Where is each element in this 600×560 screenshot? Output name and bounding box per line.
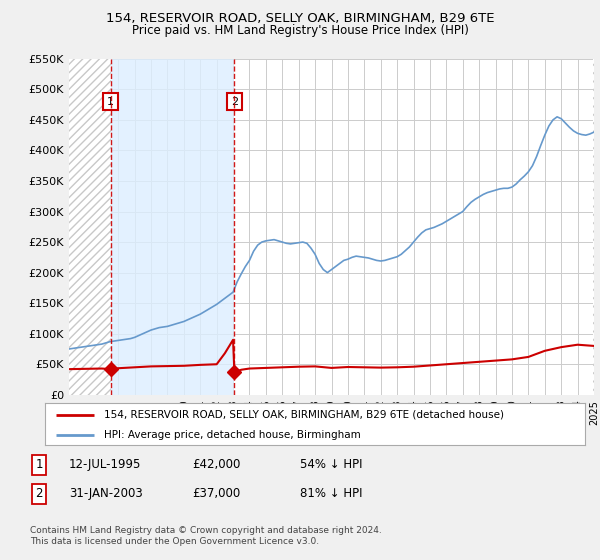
Text: 54% ↓ HPI: 54% ↓ HPI xyxy=(300,458,362,472)
Text: £37,000: £37,000 xyxy=(192,487,240,501)
Text: 154, RESERVOIR ROAD, SELLY OAK, BIRMINGHAM, B29 6TE (detached house): 154, RESERVOIR ROAD, SELLY OAK, BIRMINGH… xyxy=(104,410,505,420)
Text: Price paid vs. HM Land Registry's House Price Index (HPI): Price paid vs. HM Land Registry's House … xyxy=(131,24,469,37)
Text: 1: 1 xyxy=(35,458,43,472)
Bar xyxy=(110,59,235,395)
Text: 81% ↓ HPI: 81% ↓ HPI xyxy=(300,487,362,501)
Text: 12-JUL-1995: 12-JUL-1995 xyxy=(69,458,142,472)
Text: 31-JAN-2003: 31-JAN-2003 xyxy=(69,487,143,501)
Text: HPI: Average price, detached house, Birmingham: HPI: Average price, detached house, Birm… xyxy=(104,430,361,440)
Text: 154, RESERVOIR ROAD, SELLY OAK, BIRMINGHAM, B29 6TE: 154, RESERVOIR ROAD, SELLY OAK, BIRMINGH… xyxy=(106,12,494,25)
Text: Contains HM Land Registry data © Crown copyright and database right 2024.
This d: Contains HM Land Registry data © Crown c… xyxy=(30,526,382,546)
Text: 2: 2 xyxy=(35,487,43,501)
Text: 1: 1 xyxy=(107,96,114,106)
Bar xyxy=(69,59,110,395)
Text: 2: 2 xyxy=(231,96,238,106)
Bar xyxy=(593,59,594,395)
Text: £42,000: £42,000 xyxy=(192,458,241,472)
